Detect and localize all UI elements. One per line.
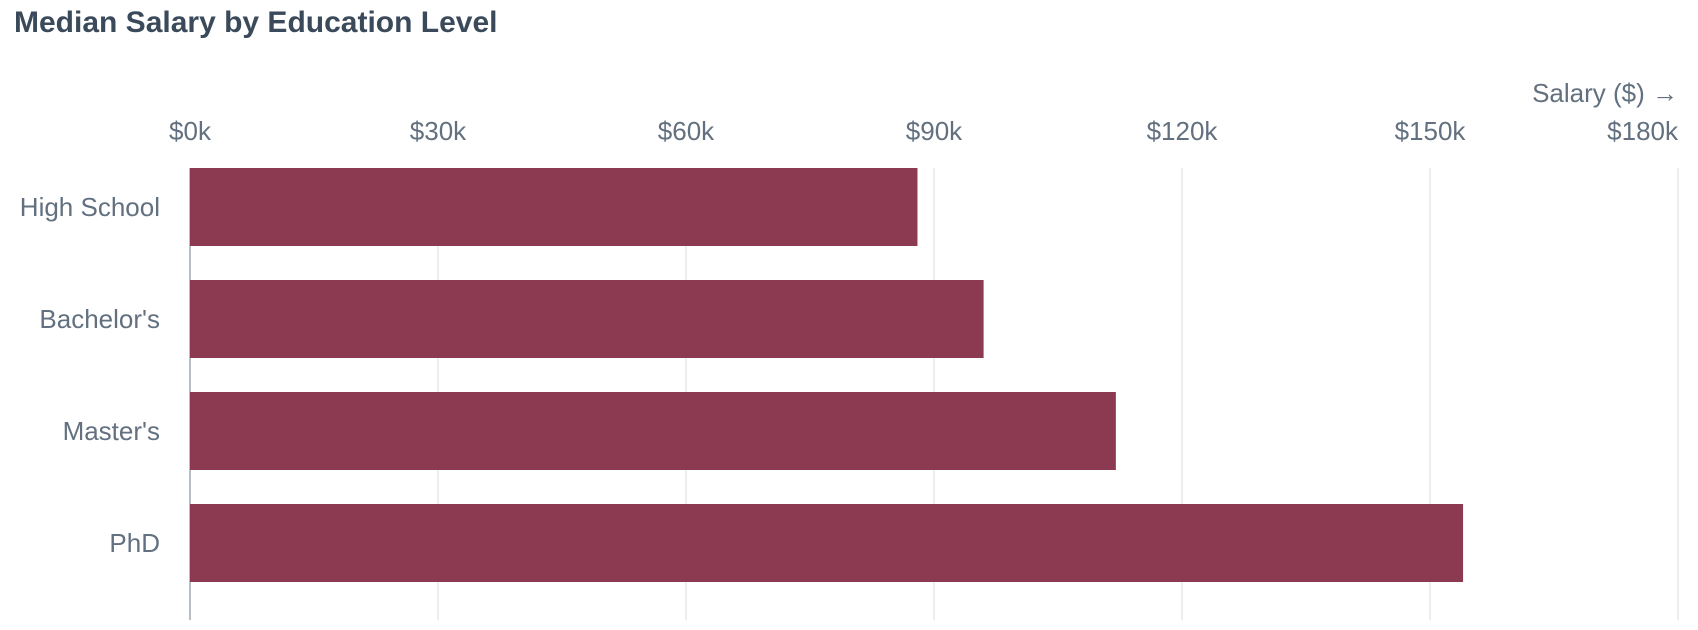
chart-container: Median Salary by Education Level Salary … bbox=[0, 0, 1698, 630]
salary-bar-chart: $0k $30k $60k $90k $120k $150k $180k High Schoo… bbox=[0, 0, 1698, 630]
bar bbox=[190, 168, 917, 246]
category-label: Bachelor's bbox=[39, 304, 160, 334]
category-label: High School bbox=[20, 192, 160, 222]
bar bbox=[190, 504, 1463, 582]
x-tick-label: $180k bbox=[1607, 116, 1679, 146]
x-tick-label: $0k bbox=[169, 116, 212, 146]
x-tick-label: $60k bbox=[658, 116, 715, 146]
bar bbox=[190, 280, 984, 358]
x-tick-label: $150k bbox=[1395, 116, 1467, 146]
category-label: Master's bbox=[63, 416, 160, 446]
x-tick-label: $30k bbox=[410, 116, 467, 146]
x-tick-label: $120k bbox=[1147, 116, 1219, 146]
category-label: PhD bbox=[109, 528, 160, 558]
x-tick-label: $90k bbox=[906, 116, 963, 146]
bar bbox=[190, 392, 1116, 470]
